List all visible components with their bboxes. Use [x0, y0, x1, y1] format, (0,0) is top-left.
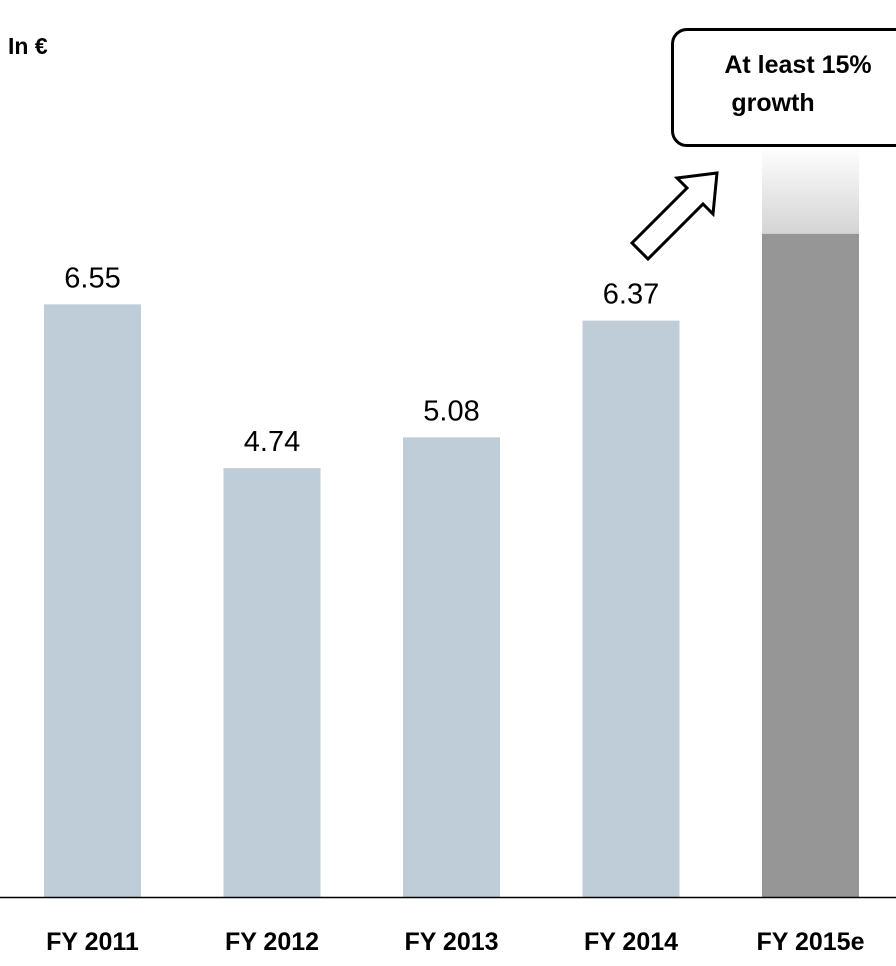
callout-line-1: At least 15%: [724, 51, 872, 79]
x-tick-label: FY 2012: [225, 928, 319, 956]
data-label: 6.55: [64, 262, 120, 294]
bar-fy-2013: [403, 437, 500, 897]
bar-fy-2014: [582, 320, 680, 897]
hollow-arrow-icon: [629, 171, 719, 262]
data-label: 5.08: [423, 395, 479, 427]
x-tick-label: FY 2013: [404, 928, 498, 956]
x-tick-label: FY 2011: [46, 928, 139, 956]
bar-estimate-base: [762, 233, 859, 898]
data-label: 4.74: [244, 426, 300, 458]
bar-fy-2011: [44, 304, 141, 897]
bar-fy-2012: [223, 468, 321, 897]
callout-line-2: growth: [731, 89, 815, 117]
x-tick-label: FY 2014: [584, 928, 678, 956]
x-tick-label: FY 2015e: [757, 928, 865, 956]
data-label: 6.37: [603, 279, 659, 311]
growth-callout: At least 15% growth: [671, 28, 896, 147]
unit-label: In €: [8, 33, 48, 59]
bar-estimate-growth: [762, 146, 859, 234]
